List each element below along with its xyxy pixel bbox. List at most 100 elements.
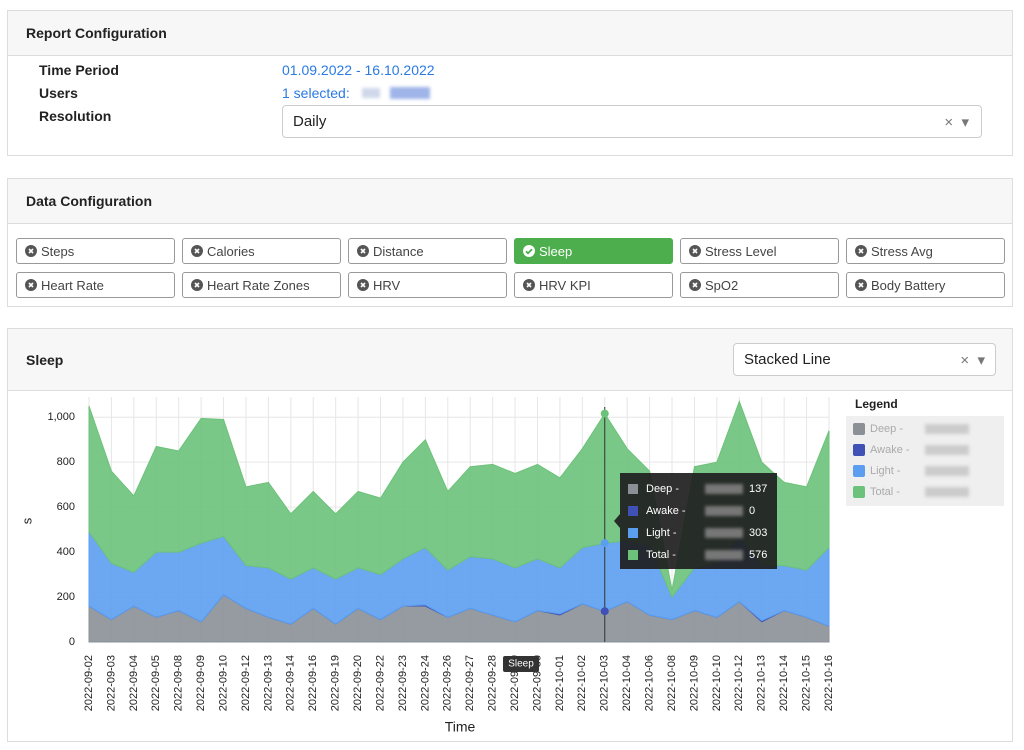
x-tick-label: 2022-09-28 — [487, 655, 499, 711]
legend-swatch — [853, 486, 865, 498]
button-label: Calories — [207, 243, 255, 259]
toggle-button[interactable]: Heart Rate Zones — [182, 272, 341, 298]
tooltip-value: 0 — [749, 505, 755, 517]
legend-title: Legend — [855, 397, 898, 411]
time-period[interactable]: 01.09.2022 - 16.10.2022 — [282, 62, 435, 78]
button-label: Stress Avg — [871, 243, 933, 259]
x-tick-label: 2022-09-24 — [419, 655, 431, 711]
y-axis-label: s — [19, 517, 34, 524]
toggle-button[interactable]: Distance — [348, 238, 507, 264]
area — [88, 400, 830, 599]
x-tick-label: 2022-09-13 — [262, 655, 274, 711]
y-tick-label: 600 — [57, 501, 75, 513]
x-tick-label: 2022-10-14 — [778, 655, 790, 711]
button-label: Heart Rate Zones — [207, 277, 310, 293]
hover-point — [600, 607, 609, 616]
legend-label: Total - — [870, 486, 900, 498]
x-icon — [25, 279, 37, 291]
legend-label: Light - — [870, 465, 901, 477]
x-tick-label: 2022-10-01 — [554, 655, 566, 711]
toggle-button[interactable]: Body Battery — [846, 272, 1005, 298]
blurred-text — [705, 484, 743, 494]
toggle-button[interactable]: Sleep — [514, 238, 673, 264]
y-tick-label: 0 — [69, 636, 75, 648]
panel-title: Data Configuration — [8, 179, 1012, 224]
x-tick-label: 2022-09-23 — [397, 655, 409, 711]
x-icon — [855, 279, 867, 291]
x-tick-label: 2022-09-04 — [128, 655, 140, 711]
x-tick-label: 2022-09-16 — [307, 655, 319, 711]
legend-swatch — [853, 423, 865, 435]
select-icons: × ▾ — [960, 351, 985, 369]
toggle-button[interactable]: HRV KPI — [514, 272, 673, 298]
x-tick-label: 2022-10-13 — [756, 655, 768, 711]
users-link[interactable]: 1 selected: — [282, 85, 350, 101]
tooltip-swatch — [628, 506, 638, 516]
row-label: Time Period — [39, 62, 119, 78]
tooltip-swatch — [628, 484, 638, 494]
x-icon — [25, 245, 37, 257]
hover-label-box — [503, 656, 539, 672]
button-label: Stress Level — [705, 243, 777, 259]
tooltip-swatch — [628, 550, 638, 560]
tooltip-name: Deep - — [646, 483, 679, 495]
x-tick-label: 2022-10-10 — [711, 655, 723, 711]
button-label: Distance — [373, 243, 424, 259]
toggle-button[interactable]: Calories — [182, 238, 341, 264]
check-icon — [523, 245, 535, 257]
button-label: Sleep — [539, 243, 573, 259]
tooltip-name: Total - — [646, 549, 676, 561]
blurred-text — [925, 466, 969, 476]
y-tick-label: 1,000 — [47, 411, 75, 423]
x-tick-label: 2022-09-02 — [83, 655, 95, 711]
hover-label: Sleep — [508, 659, 534, 670]
x-tick-label: 2022-10-16 — [823, 655, 835, 711]
x-icon — [357, 245, 369, 257]
x-tick-label: 2022-09-09 — [195, 655, 207, 711]
x-icon — [191, 279, 203, 291]
x-tick-label: 2022-10-03 — [599, 655, 611, 711]
x-tick-label: 2022-09-03 — [105, 655, 117, 711]
chart-type-select[interactable]: Stacked Line × ▾ — [733, 343, 996, 376]
blurred-name — [390, 87, 430, 99]
blurred-text — [705, 550, 743, 560]
button-label: HRV KPI — [539, 277, 591, 293]
tooltip-value: 303 — [749, 527, 767, 539]
toggle-button[interactable]: Heart Rate — [16, 272, 175, 298]
x-tick-label: 2022-10-02 — [576, 655, 588, 711]
x-tick-label: 2022-09-19 — [330, 655, 342, 711]
button-label: Body Battery — [871, 277, 946, 293]
toggle-button[interactable]: SpO2 — [680, 272, 839, 298]
blurred-name — [362, 88, 380, 98]
blurred-text — [925, 445, 969, 455]
toggle-button[interactable]: Stress Avg — [846, 238, 1005, 264]
toggle-button[interactable]: HRV — [348, 272, 507, 298]
x-icon — [689, 279, 701, 291]
blurred-text — [705, 506, 743, 516]
x-tick-label: 2022-10-09 — [688, 655, 700, 711]
hover-point — [600, 409, 609, 418]
x-tick-label: 2022-09-20 — [352, 655, 364, 711]
x-axis-label: Time — [445, 719, 476, 735]
panel-title: Report Configuration — [8, 11, 1012, 56]
select-value: Daily — [293, 113, 327, 130]
blurred-text — [705, 528, 743, 538]
row-label: Users — [39, 85, 78, 101]
blurred-text — [925, 487, 969, 497]
x-tick-label: 2022-09-05 — [150, 655, 162, 711]
y-tick-label: 800 — [57, 456, 75, 468]
tooltip-name: Awake - — [646, 505, 686, 517]
toggle-button[interactable]: Stress Level — [680, 238, 839, 264]
resolution-select[interactable]: Daily × ▾ — [282, 105, 982, 138]
tooltip-value: 576 — [749, 549, 767, 561]
x-tick-label: 2022-10-08 — [666, 655, 678, 711]
x-tick-label: 2022-09-22 — [374, 655, 386, 711]
x-tick-label: 2022-09-14 — [285, 655, 297, 711]
y-tick-label: 400 — [57, 546, 75, 558]
toggle-button[interactable]: Steps — [16, 238, 175, 264]
button-label: SpO2 — [705, 277, 739, 293]
tooltip-value: 137 — [749, 483, 767, 495]
legend-label: Awake - — [870, 444, 910, 456]
x-icon — [191, 245, 203, 257]
